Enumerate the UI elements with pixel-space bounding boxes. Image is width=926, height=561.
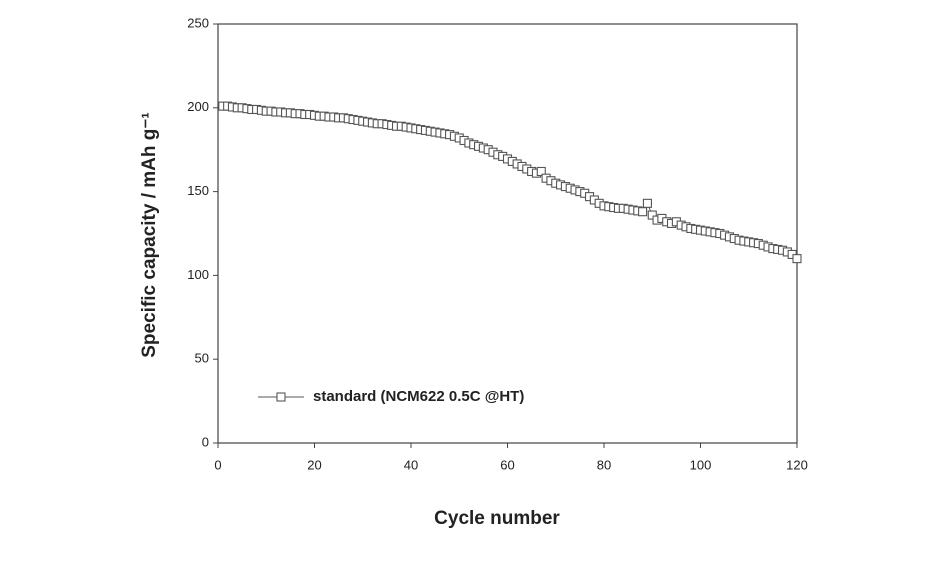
y-tick-label: 0 bbox=[202, 434, 209, 449]
data-point bbox=[642, 198, 652, 208]
data-point bbox=[638, 207, 648, 217]
x-tick-label: 20 bbox=[307, 457, 321, 472]
data-point bbox=[536, 166, 546, 177]
y-tick-label: 250 bbox=[187, 15, 209, 30]
x-tick-label: 40 bbox=[404, 457, 418, 472]
y-tick-label: 50 bbox=[195, 351, 209, 366]
x-tick-label: 0 bbox=[214, 457, 221, 472]
y-tick-label: 200 bbox=[187, 99, 209, 114]
data-point bbox=[647, 210, 657, 220]
x-tick-label: 80 bbox=[597, 457, 611, 472]
y-tick-label: 150 bbox=[187, 183, 209, 198]
x-axis-title: Cycle number bbox=[434, 508, 560, 529]
x-tick-label: 60 bbox=[500, 457, 514, 472]
x-tick-label: 120 bbox=[786, 457, 808, 472]
y-axis-title: Specific capacity / mAh g⁻¹ bbox=[139, 112, 160, 358]
data-point bbox=[792, 254, 802, 264]
x-tick-label: 100 bbox=[690, 457, 712, 472]
legend-marker bbox=[276, 392, 286, 402]
y-tick-label: 100 bbox=[187, 267, 209, 282]
legend-label: standard (NCM622 0.5C @HT) bbox=[313, 388, 524, 405]
